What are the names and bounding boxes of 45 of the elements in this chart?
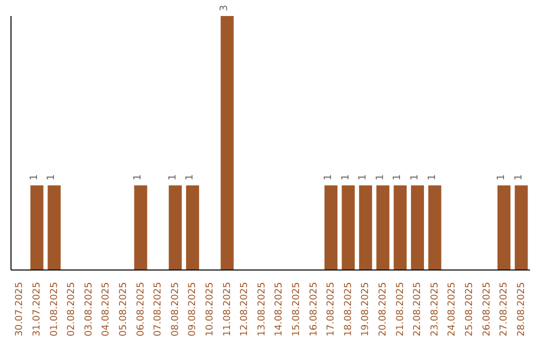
x-tick-label: 24.08.2025 bbox=[446, 282, 458, 336]
data-label: 1 bbox=[358, 174, 369, 181]
data-label: 1 bbox=[426, 174, 438, 181]
x-tick-label: 06.08.2025 bbox=[135, 282, 146, 336]
x-tick-label: 05.08.2025 bbox=[118, 282, 129, 336]
x-tick-label: 20.08.2025 bbox=[377, 282, 388, 336]
x-tick-label: 14.08.2025 bbox=[274, 282, 285, 336]
data-label: 1 bbox=[28, 174, 40, 181]
x-tick-label: 04.08.2025 bbox=[100, 282, 112, 336]
x-tick-label: 07.08.2025 bbox=[152, 282, 164, 336]
data-label: 1 bbox=[513, 174, 524, 181]
x-tick-label: 21.08.2025 bbox=[394, 282, 406, 336]
x-tick-label: 16.08.2025 bbox=[308, 282, 320, 336]
x-tick-label: 31.07.2025 bbox=[31, 282, 42, 336]
x-tick-label: 08.08.2025 bbox=[170, 282, 181, 336]
x-tick-label: 12.08.2025 bbox=[239, 282, 250, 336]
x-tick-label: 23.08.2025 bbox=[429, 282, 440, 336]
x-tick-label: 28.08.2025 bbox=[516, 282, 527, 336]
x-tick-label: 25.08.2025 bbox=[464, 282, 475, 336]
x-tick-label: 13.08.2025 bbox=[256, 282, 268, 336]
x-tick-label: 26.08.2025 bbox=[481, 282, 492, 336]
x-tick-label: 27.08.2025 bbox=[498, 282, 510, 336]
x-tick-label: 02.08.2025 bbox=[66, 282, 78, 336]
x-tick-label: 11.08.2025 bbox=[222, 282, 233, 336]
x-tick-label: 10.08.2025 bbox=[204, 282, 216, 336]
x-tick-label: 19.08.2025 bbox=[360, 282, 372, 336]
x-tick-label: 09.08.2025 bbox=[187, 282, 198, 336]
x-tick-label: 30.07.2025 bbox=[14, 282, 26, 336]
x-tick-label: 01.08.2025 bbox=[48, 282, 60, 336]
data-label: 1 bbox=[46, 174, 58, 181]
data-label: 1 bbox=[167, 174, 178, 181]
data-label: 1 bbox=[392, 174, 404, 181]
data-label: 1 bbox=[184, 174, 196, 181]
data-label: 1 bbox=[374, 174, 386, 181]
data-label: 1 bbox=[409, 174, 420, 181]
x-tick-label: 22.08.2025 bbox=[412, 282, 424, 336]
data-label: 3 bbox=[219, 4, 230, 12]
x-tick-label: 15.08.2025 bbox=[290, 282, 302, 336]
data-label: 1 bbox=[340, 174, 352, 181]
x-tick-label: 18.08.2025 bbox=[342, 282, 354, 336]
data-label: 1 bbox=[496, 174, 507, 181]
data-label: 1 bbox=[132, 174, 144, 181]
x-tick-label: 03.08.2025 bbox=[83, 282, 94, 336]
data-label: 1 bbox=[322, 174, 334, 181]
x-tick-label: 17.08.2025 bbox=[326, 282, 337, 336]
